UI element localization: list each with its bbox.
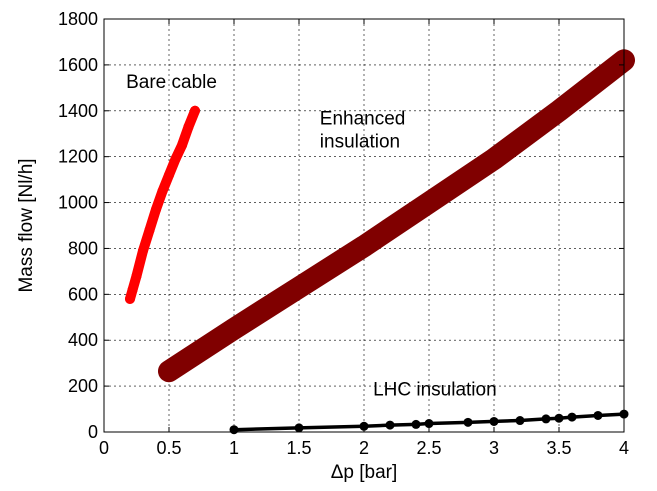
y-tick-label: 1600 xyxy=(58,55,98,75)
x-tick-label: 1 xyxy=(229,438,239,458)
y-tick-label: 1000 xyxy=(58,193,98,213)
data-point xyxy=(177,140,187,151)
annotation-label: LHC insulation xyxy=(373,379,497,400)
y-tick-label: 600 xyxy=(68,284,98,304)
data-point xyxy=(183,121,194,132)
data-point xyxy=(144,225,155,236)
data-point xyxy=(463,417,473,427)
x-tick-label: 0 xyxy=(99,438,109,458)
series-layer xyxy=(125,49,635,435)
data-point xyxy=(515,416,525,426)
y-tick-label: 1200 xyxy=(58,147,98,167)
data-point xyxy=(567,412,577,422)
data-point xyxy=(489,416,499,426)
data-point xyxy=(424,419,434,429)
x-tick-label: 4 xyxy=(619,438,629,458)
data-point xyxy=(157,186,168,197)
data-point xyxy=(593,410,603,420)
data-point xyxy=(487,151,501,166)
data-point xyxy=(162,364,176,379)
x-tick-label: 3 xyxy=(489,438,499,458)
y-tick-label: 800 xyxy=(68,238,98,258)
data-point xyxy=(554,413,564,423)
annotation-label: Bare cable xyxy=(126,72,217,93)
data-point xyxy=(190,105,200,116)
data-point xyxy=(131,270,142,281)
data-point xyxy=(164,170,174,181)
data-point xyxy=(541,414,551,424)
ticks: 0 0.5 1 1.5 2 2.5 3 3.5 4 0 200 400 600 800 1000 1200 14… xyxy=(58,9,629,458)
annotation-label: insulation xyxy=(320,131,400,152)
grid xyxy=(104,19,624,432)
annotation-label: Enhanced xyxy=(320,109,406,130)
data-point xyxy=(170,153,181,164)
series-line-0 xyxy=(125,105,200,304)
x-tick-label: 0.5 xyxy=(156,438,181,458)
data-point xyxy=(385,420,395,430)
data-point xyxy=(125,293,135,304)
y-tick-label: 0 xyxy=(88,422,98,442)
y-tick-label: 1800 xyxy=(58,9,98,29)
data-point xyxy=(552,103,566,118)
data-point xyxy=(138,245,148,256)
y-tick-label: 1400 xyxy=(58,101,98,121)
x-tick-label: 1.5 xyxy=(286,438,311,458)
x-tick-label: 3.5 xyxy=(546,438,571,458)
series-line-1 xyxy=(158,49,635,383)
y-tick-label: 200 xyxy=(68,376,98,396)
y-tick-label: 400 xyxy=(68,330,98,350)
data-point xyxy=(357,239,371,254)
data-point xyxy=(227,321,241,336)
x-tick-label: 2 xyxy=(359,438,369,458)
data-point xyxy=(151,204,161,215)
data-point xyxy=(422,195,436,210)
y-axis-label: Mass flow [Nl/h] xyxy=(16,158,37,292)
data-point xyxy=(127,284,138,295)
x-axis-label: Δp [bar] xyxy=(331,462,398,483)
data-point xyxy=(359,421,369,431)
x-tick-label: 2.5 xyxy=(416,438,441,458)
data-point xyxy=(411,419,421,429)
data-point xyxy=(292,280,306,295)
